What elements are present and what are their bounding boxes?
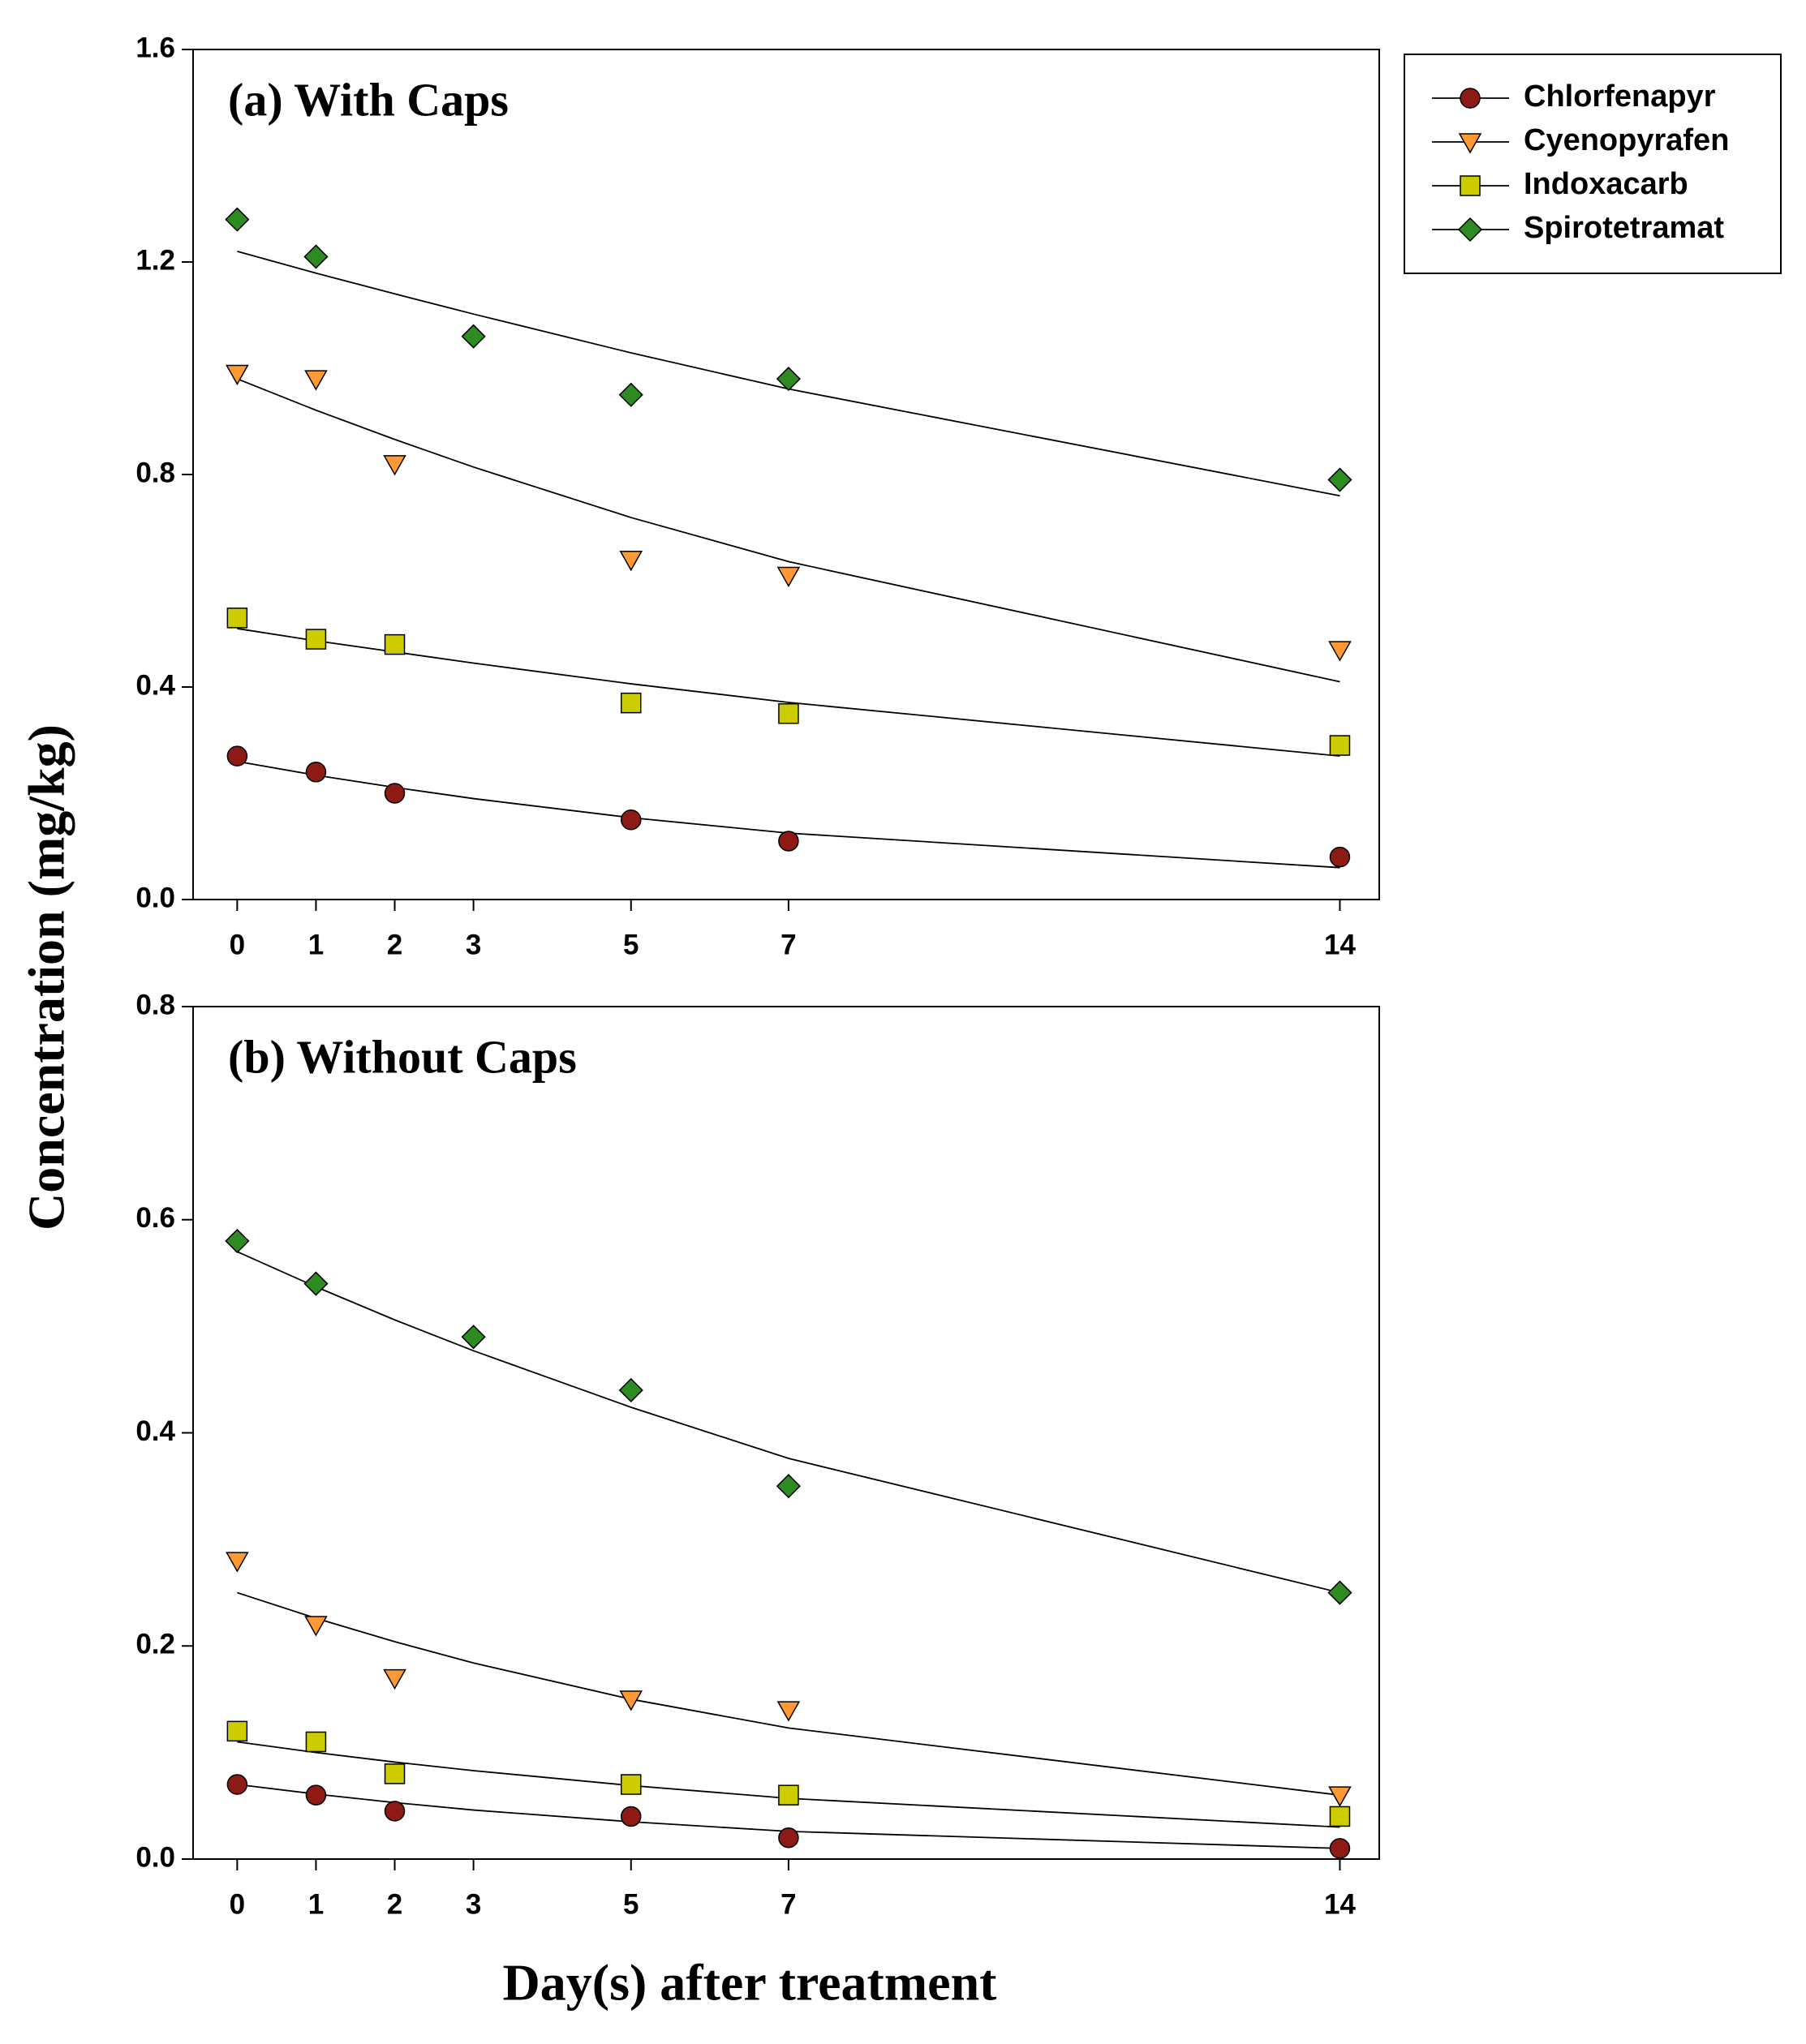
marker bbox=[778, 1827, 799, 1849]
marker bbox=[778, 831, 799, 852]
plot-frame bbox=[192, 49, 1380, 900]
x-tick-label: 1 bbox=[308, 929, 324, 960]
legend-label: Cyenopyrafen bbox=[1524, 123, 1729, 157]
y-tick-label: 0.6 bbox=[135, 1202, 175, 1234]
marker bbox=[305, 1784, 327, 1806]
marker bbox=[304, 1616, 328, 1637]
marker bbox=[619, 551, 643, 572]
marker bbox=[618, 1377, 643, 1403]
marker bbox=[384, 633, 406, 655]
fit-line bbox=[237, 378, 1340, 683]
marker bbox=[1457, 217, 1483, 243]
y-tick-label: 0.2 bbox=[135, 1629, 175, 1660]
marker bbox=[384, 1801, 406, 1822]
marker bbox=[1460, 88, 1481, 109]
fit-line bbox=[237, 760, 1340, 869]
marker bbox=[621, 809, 642, 831]
y-tick-label: 0.4 bbox=[135, 1415, 175, 1447]
marker bbox=[776, 1701, 801, 1722]
y-tick-label: 1.2 bbox=[135, 244, 175, 276]
marker bbox=[621, 692, 642, 714]
marker bbox=[305, 1731, 327, 1753]
x-tick-label: 14 bbox=[1324, 929, 1356, 960]
marker bbox=[1329, 1806, 1351, 1827]
marker bbox=[225, 207, 250, 232]
marker bbox=[1460, 175, 1481, 196]
fit-line bbox=[236, 1251, 1340, 1594]
x-tick-label: 2 bbox=[387, 929, 402, 960]
marker bbox=[226, 608, 248, 629]
marker bbox=[226, 745, 248, 766]
marker bbox=[1329, 846, 1351, 868]
marker bbox=[1327, 1580, 1352, 1605]
x-tick-label: 7 bbox=[780, 1888, 796, 1920]
legend-label: Indoxacarb bbox=[1524, 167, 1688, 201]
x-tick-label: 0 bbox=[230, 929, 245, 960]
x-tick-label: 2 bbox=[387, 1888, 402, 1920]
y-tick-label: 0.8 bbox=[135, 457, 175, 488]
marker bbox=[305, 629, 327, 650]
marker bbox=[621, 1774, 642, 1795]
marker bbox=[303, 244, 329, 269]
marker bbox=[619, 1690, 643, 1711]
marker bbox=[461, 1325, 486, 1350]
marker bbox=[778, 703, 799, 724]
marker bbox=[621, 1806, 642, 1827]
y-tick-label: 0.0 bbox=[135, 882, 175, 913]
marker bbox=[1458, 133, 1482, 154]
marker bbox=[1329, 1838, 1351, 1859]
marker bbox=[305, 762, 327, 783]
marker bbox=[778, 1784, 799, 1806]
y-tick-label: 0.0 bbox=[135, 1841, 175, 1873]
marker bbox=[1329, 735, 1351, 756]
marker bbox=[1328, 641, 1352, 662]
x-tick-label: 1 bbox=[308, 1888, 324, 1920]
marker bbox=[226, 1552, 249, 1573]
marker bbox=[776, 1474, 801, 1499]
x-tick-label: 3 bbox=[466, 929, 481, 960]
marker bbox=[384, 783, 406, 804]
marker bbox=[304, 370, 328, 391]
marker bbox=[383, 1668, 406, 1690]
x-tick-label: 5 bbox=[623, 1888, 639, 1920]
x-tick-label: 5 bbox=[623, 929, 639, 960]
marker bbox=[461, 324, 486, 349]
panel-title: (a) With Caps bbox=[228, 73, 509, 126]
legend: Chlorfenapyr Cyenopyrafen Indoxacarb Spirot… bbox=[1404, 54, 1782, 274]
marker bbox=[384, 1763, 406, 1784]
marker bbox=[1328, 1786, 1352, 1807]
y-tick-label: 0.4 bbox=[135, 669, 175, 701]
x-tick-label: 0 bbox=[230, 1888, 245, 1920]
marker bbox=[226, 1774, 248, 1795]
x-tick-label: 3 bbox=[466, 1888, 481, 1920]
marker bbox=[776, 566, 801, 587]
legend-label: Spirotetramat bbox=[1524, 211, 1724, 245]
x-tick-label: 14 bbox=[1324, 1888, 1356, 1920]
marker bbox=[303, 1271, 329, 1296]
marker bbox=[225, 1228, 250, 1254]
marker bbox=[383, 455, 406, 476]
x-axis-label: Day(s) after treatment bbox=[503, 1954, 998, 2012]
y-axis-label: Concentration (mg/kg) bbox=[18, 724, 75, 1230]
legend-label: Chlorfenapyr bbox=[1524, 79, 1716, 114]
marker bbox=[776, 367, 801, 392]
y-tick-label: 0.8 bbox=[135, 989, 175, 1020]
panel-title: (b) Without Caps bbox=[228, 1030, 577, 1083]
plot-frame bbox=[192, 1006, 1380, 1860]
marker bbox=[226, 1720, 248, 1742]
marker bbox=[226, 364, 249, 386]
marker bbox=[618, 382, 643, 407]
marker bbox=[1327, 467, 1352, 492]
x-tick-label: 7 bbox=[780, 929, 796, 960]
y-tick-label: 1.6 bbox=[135, 32, 175, 63]
